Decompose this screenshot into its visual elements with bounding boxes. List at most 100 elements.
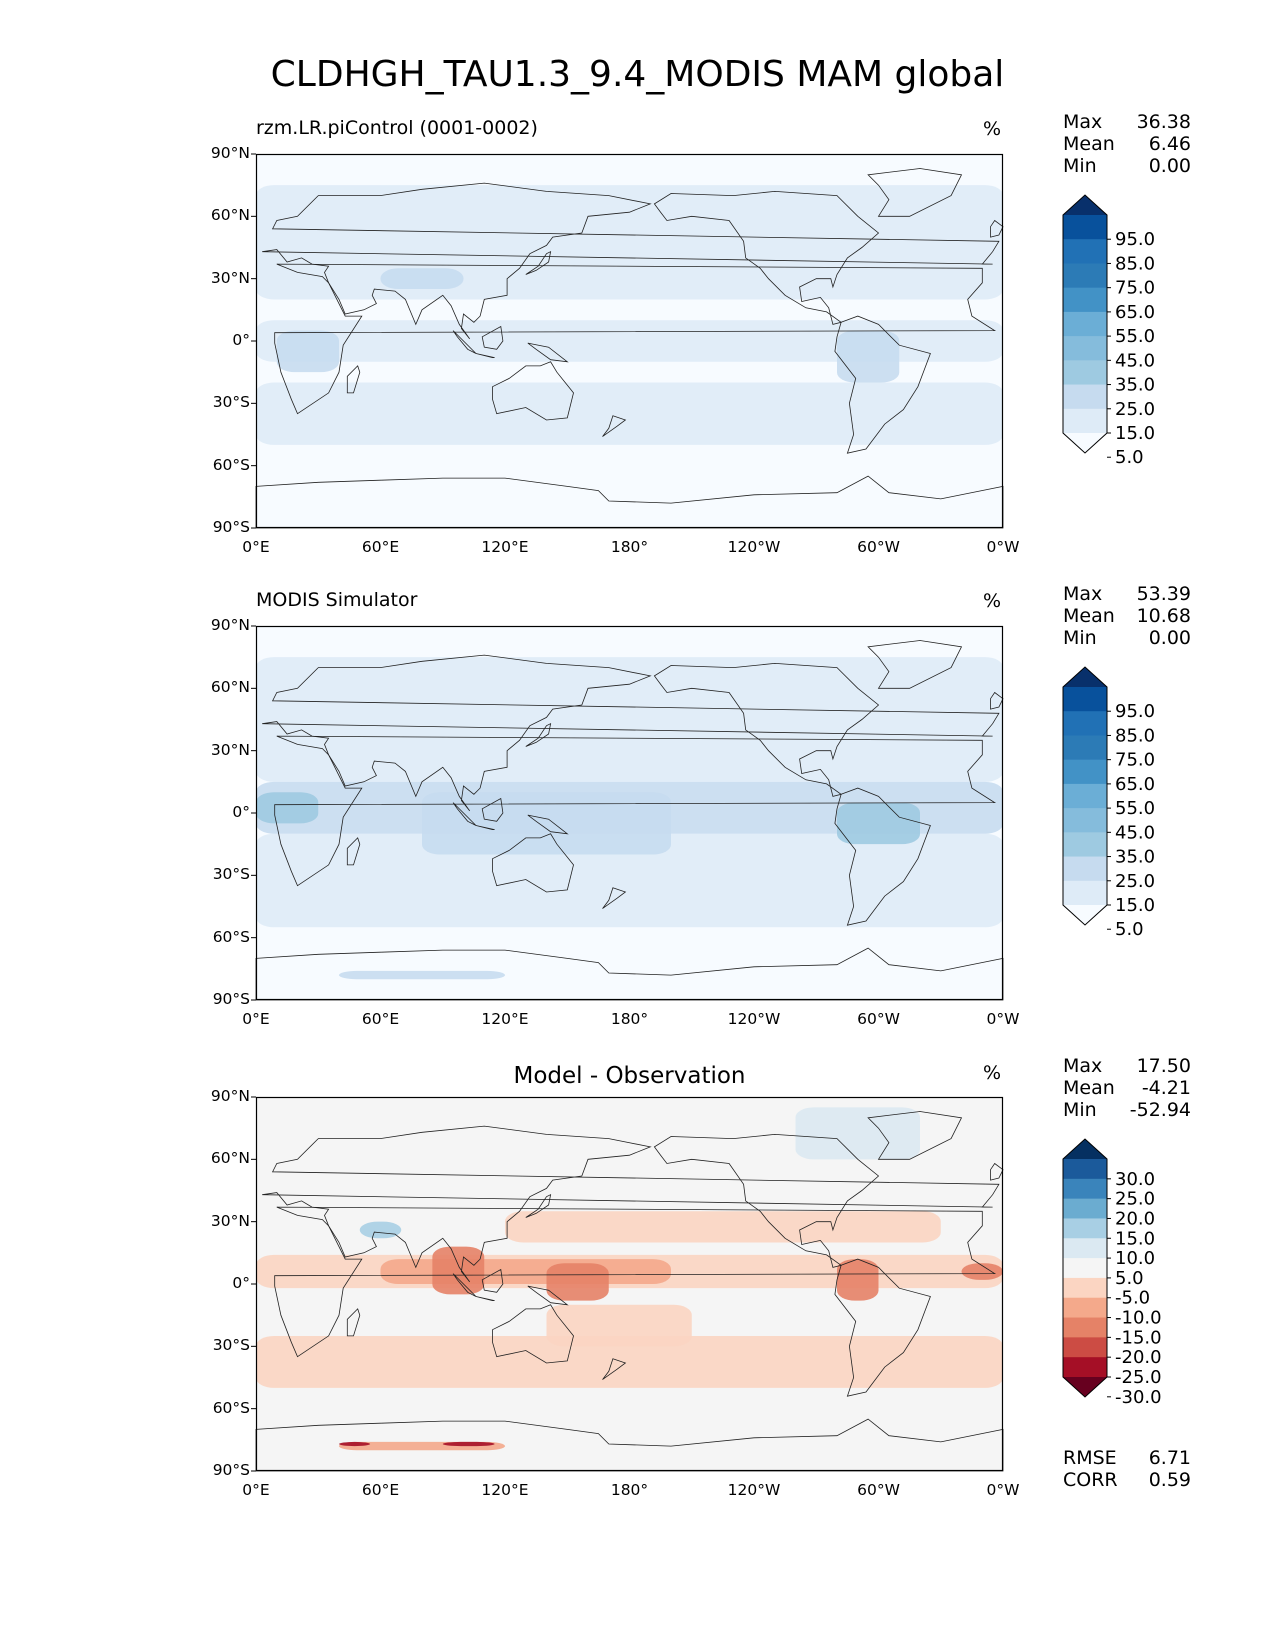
x-tick-label: 120°W <box>727 1481 781 1499</box>
colorbar-segment <box>1063 263 1107 289</box>
field-contour <box>380 268 464 290</box>
colorbar-segment <box>1063 687 1107 712</box>
field-contour <box>256 185 1003 300</box>
coastline <box>527 814 569 835</box>
panel-title: MODIS Simulator <box>256 589 418 611</box>
x-tick-label: 180° <box>610 538 649 556</box>
colorbar-label: 95.0 <box>1115 229 1155 250</box>
x-tick-label: 60°E <box>361 1010 400 1028</box>
map-frame <box>255 153 1004 529</box>
colorbar-segment <box>1063 880 1107 906</box>
coastline <box>602 415 627 437</box>
y-tick-label: 30°S <box>212 865 250 884</box>
colorbar-segment <box>1063 1277 1107 1299</box>
coastline <box>274 263 997 415</box>
colorbar-label: -15.0 <box>1115 1327 1162 1348</box>
colorbar-extend-bottom <box>1063 433 1107 453</box>
coastline <box>262 182 1000 340</box>
units-label: % <box>983 590 1002 612</box>
colorbar-label: 15.0 <box>1115 1228 1155 1249</box>
coastline <box>481 1268 504 1293</box>
colorbar-extend-top <box>1063 1139 1107 1159</box>
stat-value: 0.00 <box>1148 155 1191 177</box>
metrics-block: RMSE 6.71 CORR 0.59 <box>1063 1447 1191 1491</box>
colorbar-segment <box>1063 832 1107 858</box>
y-tick-label: 60°S <box>212 1398 250 1417</box>
coastline <box>452 802 477 826</box>
coastline <box>653 662 880 797</box>
y-tick-label: 60°N <box>210 678 250 697</box>
stat-label: Min <box>1063 155 1097 177</box>
x-tick-label: 0°E <box>242 538 270 556</box>
stat-value: 6.46 <box>1148 133 1191 155</box>
stat-label: Min <box>1063 1099 1097 1121</box>
map-frame <box>255 625 1004 1001</box>
colorbar-svg: 95.0 85.0 75.0 65.0 55.0 45.0 35.0 25.0 15.0 5.0 <box>1062 194 1155 468</box>
x-tick-label: 120°W <box>727 538 781 556</box>
stats-block: Max 17.50 Mean -4.21 Min -52.94 <box>1063 1055 1191 1121</box>
field-contour <box>256 320 1003 362</box>
field-contour <box>256 1335 1003 1388</box>
stat-label: Max <box>1063 1055 1103 1077</box>
field-contour <box>795 1107 920 1160</box>
coastline <box>346 1308 361 1337</box>
colorbar-segment <box>1063 1337 1107 1358</box>
colorbar-diff: 30.0 25.0 20.0 15.0 10.0 5.0 -5.0 -10.0 -15.0 -20… <box>1062 1138 1162 1408</box>
stat-label: Max <box>1063 583 1103 605</box>
colorbar-label: 15.0 <box>1115 895 1155 916</box>
map-diff <box>251 1096 1004 1472</box>
coastline <box>492 1304 574 1364</box>
y-tick-label: 90°S <box>212 990 250 1008</box>
coastline <box>274 1206 997 1358</box>
coastline <box>262 654 1000 812</box>
coastline <box>525 1193 552 1218</box>
field-contour <box>961 1263 1003 1280</box>
y-tick-label: 0° <box>232 803 250 821</box>
coastline <box>452 330 477 354</box>
colorbar-label: 85.0 <box>1115 725 1155 746</box>
y-tick-label: 30°S <box>212 1336 250 1355</box>
colorbar-segment <box>1063 287 1107 313</box>
stat-label: Mean <box>1063 1077 1115 1099</box>
metric-label: CORR <box>1063 1469 1118 1491</box>
stat-label: Max <box>1063 111 1103 133</box>
y-tick-label: 90°N <box>210 616 250 634</box>
coastline <box>262 1125 1000 1283</box>
colorbar-segment <box>1063 311 1107 337</box>
colorbar-extend-top <box>1063 667 1107 687</box>
coastline <box>867 640 963 689</box>
colorbar-label: 25.0 <box>1115 399 1155 420</box>
coastline <box>527 1285 569 1306</box>
stat-value: 53.39 <box>1136 583 1191 605</box>
coastline <box>602 1358 627 1380</box>
field-contour <box>359 1221 402 1239</box>
colorbar-label: 35.0 <box>1115 375 1155 396</box>
field-contour <box>256 792 319 824</box>
colorbar-label: 5.0 <box>1115 919 1144 940</box>
panel-title: rzm.LR.piControl (0001-0002) <box>256 117 538 139</box>
colorbar-extend-bottom <box>1063 905 1107 925</box>
colorbar-svg: 95.0 85.0 75.0 65.0 55.0 45.0 35.0 25.0 15.0 5.0 <box>1062 666 1155 940</box>
x-tick-label: 120°E <box>481 1481 529 1499</box>
colorbar-label: 85.0 <box>1115 253 1155 274</box>
colorbar-label: 35.0 <box>1115 847 1155 868</box>
x-tick-label: 60°W <box>857 538 900 556</box>
colorbar-label: -5.0 <box>1115 1288 1150 1309</box>
x-tick-label: 0°E <box>242 1481 270 1499</box>
colorbar-label: 45.0 <box>1115 822 1155 843</box>
colorbar-label: 65.0 <box>1115 774 1155 795</box>
colorbar-label: 75.0 <box>1115 278 1155 299</box>
units-label: % <box>983 1062 1002 1084</box>
field-contour <box>422 792 671 855</box>
x-tick-label: 0°W <box>986 538 1020 556</box>
x-tick-label: 180° <box>610 1481 649 1499</box>
colorbar-segment <box>1063 856 1107 882</box>
field-contour <box>837 330 900 383</box>
colorbar-segment <box>1063 1218 1107 1239</box>
field-contour <box>276 330 339 373</box>
coastline <box>346 837 361 866</box>
coastline <box>492 361 574 421</box>
coastline <box>525 250 552 275</box>
colorbar-segment <box>1063 360 1107 386</box>
colorbar-obs: 95.0 85.0 75.0 65.0 55.0 45.0 35.0 25.0 15.0 5.0 <box>1062 666 1155 940</box>
